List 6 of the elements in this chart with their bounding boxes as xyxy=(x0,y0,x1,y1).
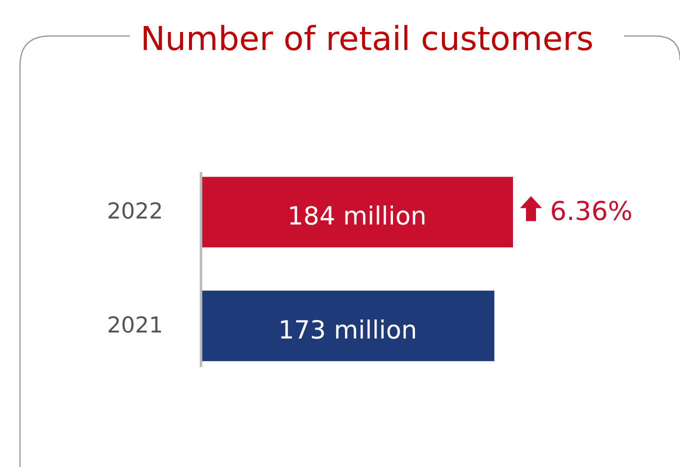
chart-title: Number of retail customers xyxy=(140,19,594,58)
data-label: 184 million xyxy=(288,202,426,231)
y-tick-label: 2022 xyxy=(107,200,163,225)
y-tick-label: 2021 xyxy=(107,313,163,338)
annotation: 6.36% xyxy=(550,197,633,228)
data-label: 173 million xyxy=(278,315,418,344)
